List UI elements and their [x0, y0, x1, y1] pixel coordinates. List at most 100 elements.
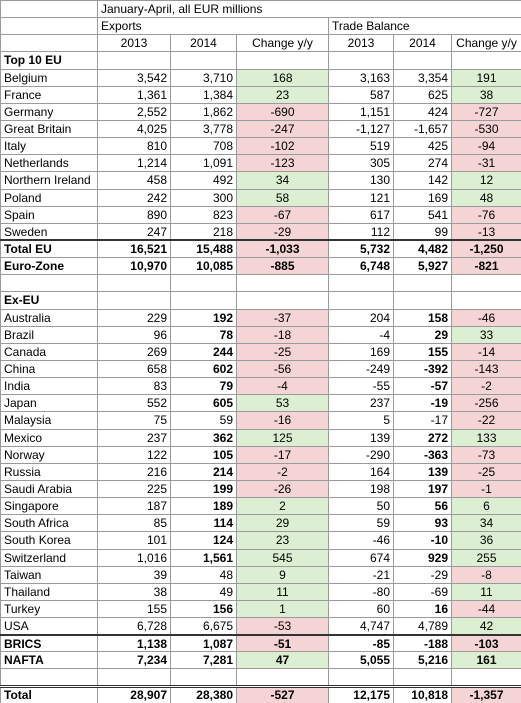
blank-row — [0, 274, 521, 293]
data-row: Malaysia 75 59 -16 5 -17 -22 — [0, 411, 521, 430]
value-cell: 3,354 — [393, 68, 452, 87]
change-cell: 38 — [450, 85, 521, 104]
change-cell: -2 — [450, 377, 521, 396]
value-cell: 10,970 — [97, 257, 171, 276]
data-row: Japan 552 605 53 237 -19 -256 — [0, 394, 521, 413]
table-title: January-April, all EUR millions — [96, 0, 521, 19]
value-cell: 1,091 — [170, 154, 237, 173]
value-cell: 192 — [170, 308, 237, 327]
value-cell: -1,657 — [393, 119, 452, 139]
title-row: January-April, all EUR millions — [0, 0, 521, 19]
data-row: Australia 229 192 -37 204 158 -46 — [0, 308, 521, 327]
value-cell: 274 — [393, 154, 452, 173]
value-cell: 1,561 — [170, 548, 237, 567]
change-cell: -14 — [450, 342, 521, 361]
value-cell: 1,016 — [97, 548, 171, 567]
value-cell: 10,818 — [393, 684, 452, 703]
value-cell: 425 — [393, 137, 452, 156]
cell — [393, 274, 452, 293]
value-cell: 139 — [393, 462, 452, 481]
value-cell: 225 — [97, 479, 171, 499]
section-header-row: Ex-EU — [0, 291, 521, 310]
cell — [328, 51, 394, 70]
row-label: China — [0, 359, 98, 379]
value-cell: 114 — [170, 514, 237, 533]
value-cell: 625 — [393, 85, 452, 104]
change-cell: 11 — [236, 582, 329, 601]
value-cell: -249 — [328, 359, 394, 379]
value-cell: 28,380 — [170, 684, 237, 703]
change-cell: -885 — [236, 257, 329, 276]
value-cell: 169 — [393, 188, 452, 207]
change-cell: -2 — [236, 462, 329, 481]
value-cell: 39 — [97, 565, 171, 584]
cell — [236, 291, 329, 310]
value-cell: 199 — [170, 479, 237, 499]
column-header: Change y/y — [450, 34, 521, 53]
change-cell: -527 — [236, 684, 329, 703]
change-cell: 58 — [236, 188, 329, 207]
value-cell: 3,542 — [97, 68, 171, 87]
value-cell: 1,862 — [170, 102, 237, 121]
value-cell: 237 — [328, 394, 394, 413]
change-cell: 133 — [450, 428, 521, 447]
row-label: Australia — [0, 308, 98, 327]
data-row: China 658 602 -56 -249 -392 -143 — [0, 359, 521, 379]
value-cell: 247 — [97, 222, 171, 241]
value-cell: 112 — [328, 222, 394, 241]
change-cell: -51 — [236, 633, 329, 653]
blank-row — [0, 668, 521, 687]
row-label: India — [0, 377, 98, 396]
data-row: Italy 810 708 -102 519 425 -94 — [0, 137, 521, 156]
value-cell: 362 — [170, 428, 237, 447]
cell — [236, 668, 329, 687]
row-label: Thailand — [0, 582, 98, 601]
row-label: BRICS — [0, 633, 98, 653]
value-cell: 28,907 — [97, 684, 171, 703]
change-cell: -46 — [450, 308, 521, 327]
value-cell: 218 — [170, 222, 237, 241]
cell — [0, 0, 98, 19]
value-cell: 85 — [97, 514, 171, 533]
row-label: Belgium — [0, 68, 98, 87]
value-cell: 3,710 — [170, 68, 237, 87]
value-cell: 155 — [97, 599, 171, 619]
value-cell: 7,281 — [170, 651, 237, 670]
cell — [328, 291, 394, 310]
value-cell: 158 — [393, 308, 452, 327]
cell — [97, 291, 171, 310]
group-header: Trade Balance — [327, 17, 521, 36]
data-row: USA 6,728 6,675 -53 4,747 4,789 42 — [0, 617, 521, 636]
change-cell: -94 — [450, 137, 521, 156]
value-cell: 101 — [97, 531, 171, 550]
change-cell: -18 — [236, 325, 329, 344]
value-cell: 189 — [170, 497, 237, 516]
cell — [0, 17, 98, 36]
change-cell: 11 — [450, 582, 521, 601]
row-label: Italy — [0, 137, 98, 156]
change-cell: -103 — [450, 633, 521, 653]
change-cell: 168 — [236, 68, 329, 87]
data-row: South Korea 101 124 23 -46 -10 36 — [0, 531, 521, 550]
value-cell: 1,361 — [97, 85, 171, 104]
value-cell: 6,728 — [97, 617, 171, 636]
value-cell: 929 — [393, 548, 452, 567]
value-cell: 2,552 — [97, 102, 171, 121]
summary-row: NAFTA 7,234 7,281 47 5,055 5,216 161 — [0, 651, 521, 670]
row-label: Spain — [0, 205, 98, 224]
row-label: Mexico — [0, 428, 98, 447]
value-cell: -21 — [328, 565, 394, 584]
value-cell: 16,521 — [97, 239, 171, 259]
change-cell: -1,250 — [450, 239, 521, 259]
value-cell: 492 — [170, 171, 237, 190]
data-row: Poland 242 300 58 121 169 48 — [0, 188, 521, 207]
change-cell: 2 — [236, 497, 329, 516]
data-row: Singapore 187 189 2 50 56 6 — [0, 497, 521, 516]
value-cell: 4,789 — [393, 617, 452, 636]
row-label: USA — [0, 617, 98, 636]
value-cell: 605 — [170, 394, 237, 413]
value-cell: 1,384 — [170, 85, 237, 104]
data-row: Russia 216 214 -2 164 139 -25 — [0, 462, 521, 481]
change-cell: 48 — [450, 188, 521, 207]
change-cell: 34 — [450, 514, 521, 533]
